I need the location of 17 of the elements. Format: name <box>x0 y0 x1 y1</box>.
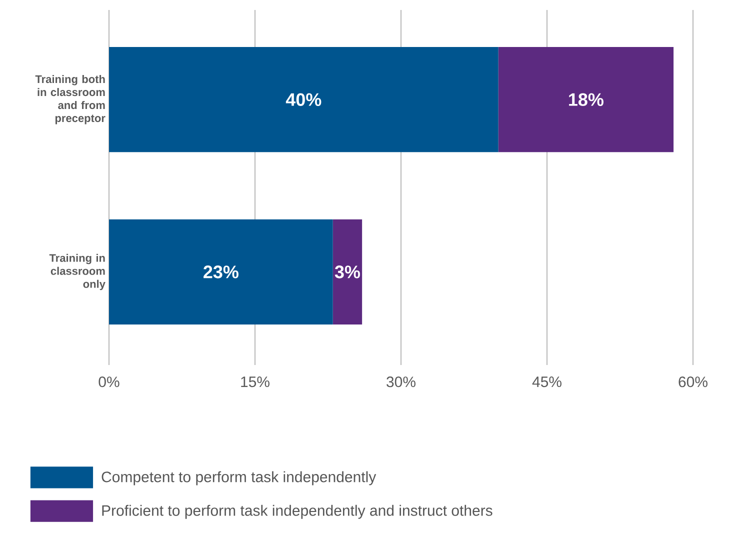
x-tick-label: 60% <box>678 376 708 388</box>
x-tick-label: 15% <box>241 376 270 388</box>
bar <box>109 47 498 152</box>
legend-label: Proficient to perform task independently and instruct others <box>102 504 492 519</box>
y-tick-label: Training in classroom only <box>49 254 106 290</box>
x-tick-label: 0% <box>98 376 120 388</box>
bar <box>109 219 333 325</box>
y-tick-label: Training both in classroom and from preceptor <box>35 74 106 124</box>
data-label: 23% <box>204 266 238 278</box>
bar <box>332 219 362 325</box>
data-label: 40% <box>286 93 322 106</box>
legend-label: Competent to perform task independently <box>102 471 376 486</box>
x-tick-label: 45% <box>532 376 562 388</box>
data-label: 18% <box>569 93 604 106</box>
x-tick-label: 30% <box>386 376 416 388</box>
bar <box>498 47 674 152</box>
data-label: 3% <box>334 266 360 278</box>
